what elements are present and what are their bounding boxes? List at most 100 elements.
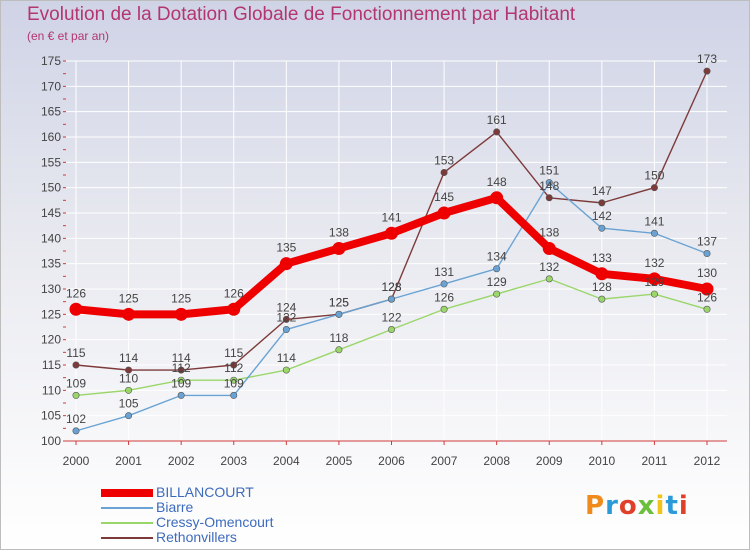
data-point: [177, 376, 185, 384]
data-point: [440, 168, 448, 176]
x-tick-label: 2001: [115, 454, 142, 468]
data-point: [125, 412, 133, 420]
data-label: 125: [119, 291, 139, 305]
data-label: 145: [434, 190, 454, 204]
chart-subtitle: (en € et par an): [27, 29, 110, 43]
data-point: [545, 179, 553, 187]
data-label: 138: [539, 225, 559, 239]
data-label: 147: [592, 184, 612, 198]
data-point: [545, 275, 553, 283]
data-label: 142: [592, 209, 612, 223]
data-point: [125, 386, 133, 394]
data-point: [230, 376, 238, 384]
logo-letter: P: [585, 491, 606, 521]
data-point: [598, 199, 606, 207]
data-point: [437, 206, 451, 220]
y-tick-label: 120: [41, 333, 61, 347]
y-tick-label: 145: [41, 206, 61, 220]
data-point: [650, 290, 658, 298]
y-tick-label: 110: [42, 383, 61, 397]
data-point: [595, 267, 609, 281]
data-label: 134: [487, 250, 507, 264]
data-label: 102: [66, 412, 86, 426]
data-label: 115: [66, 346, 85, 360]
data-point: [440, 305, 448, 313]
data-label: 128: [592, 280, 612, 294]
data-label: 105: [119, 397, 139, 411]
data-label: 109: [66, 376, 86, 390]
data-point: [493, 265, 501, 273]
data-label: 115: [224, 346, 243, 360]
y-tick-label: 140: [41, 231, 61, 245]
data-label: 148: [539, 179, 559, 193]
legend-label: BILLANCOURT: [156, 484, 254, 500]
x-tick-label: 2011: [642, 454, 668, 468]
chart-title: Evolution de la Dotation Globale de Fonc…: [27, 4, 576, 25]
data-label: 112: [172, 361, 191, 375]
data-label: 129: [644, 275, 664, 289]
data-label: 131: [434, 265, 454, 279]
data-label: 114: [172, 351, 191, 365]
y-tick-label: 135: [41, 257, 61, 271]
logo-letter: x: [637, 491, 656, 521]
y-tick-label: 170: [41, 79, 61, 93]
legend-label: Rethonvillers: [156, 529, 237, 545]
x-tick-label: 2003: [220, 454, 247, 468]
data-label: 135: [276, 241, 296, 255]
data-label: 151: [539, 164, 559, 178]
data-point: [385, 226, 398, 240]
data-point: [72, 391, 80, 399]
data-label: 112: [224, 361, 243, 375]
logo-letter: i: [655, 491, 666, 521]
y-tick-label: 100: [41, 434, 61, 448]
y-tick-label: 175: [41, 54, 61, 68]
data-label: 126: [224, 286, 244, 300]
y-tick-label: 125: [41, 307, 61, 321]
data-point: [598, 224, 606, 232]
y-tick-label: 130: [41, 282, 61, 296]
data-label: 130: [697, 266, 717, 280]
data-point: [227, 302, 241, 316]
data-label: 118: [329, 331, 348, 345]
data-label: 110: [119, 371, 138, 385]
data-point: [282, 326, 290, 334]
y-tick-label: 150: [41, 181, 61, 195]
proxiti-logo: Proxiti: [585, 491, 689, 521]
data-label: 161: [487, 113, 507, 127]
data-label: 150: [644, 169, 664, 183]
x-tick-label: 2007: [431, 454, 458, 468]
legend-swatch: [101, 507, 153, 509]
data-label: 124: [276, 300, 296, 314]
x-tick-label: 2012: [694, 454, 721, 468]
data-point: [177, 391, 185, 399]
data-point: [69, 302, 83, 316]
data-label: 173: [697, 52, 717, 66]
data-label: 132: [644, 256, 664, 270]
data-label: 109: [224, 376, 244, 390]
data-point: [230, 361, 238, 369]
data-label: 109: [171, 376, 191, 390]
x-tick-label: 2000: [63, 454, 90, 468]
y-tick-label: 155: [41, 155, 61, 169]
y-tick-label: 165: [41, 105, 61, 119]
data-label: 125: [329, 295, 349, 309]
data-point: [650, 229, 658, 237]
x-tick-label: 2010: [588, 454, 615, 468]
data-label: 137: [697, 235, 717, 249]
y-tick-label: 115: [42, 358, 61, 372]
data-point: [440, 280, 448, 288]
data-point: [490, 191, 504, 205]
data-label: 128: [381, 280, 401, 294]
legend-swatch: [101, 537, 153, 539]
data-label: 125: [329, 295, 349, 309]
data-label: 153: [434, 153, 454, 167]
logo-letter: t: [665, 491, 679, 521]
data-point: [279, 257, 293, 271]
logo-letter: o: [618, 491, 638, 521]
data-point: [335, 310, 343, 318]
data-point: [72, 361, 80, 369]
data-point: [174, 307, 188, 321]
y-tick-label: 105: [41, 409, 61, 423]
data-label: 133: [592, 251, 612, 265]
